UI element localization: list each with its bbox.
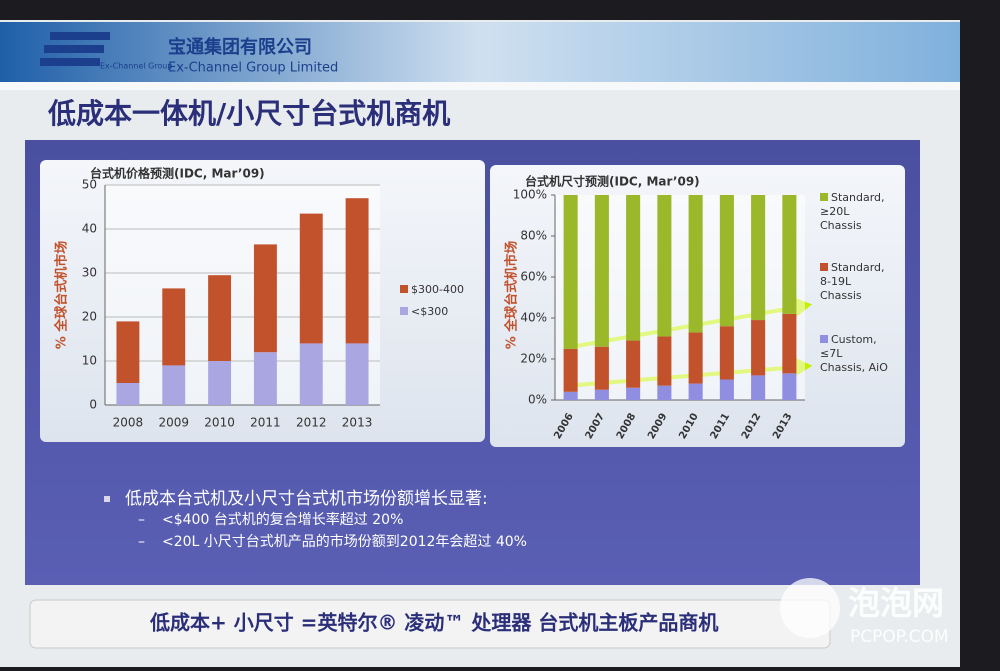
y-tick-label: 40%	[520, 311, 547, 325]
legend-entry: $300-400	[400, 283, 480, 297]
bullet-dash: –	[138, 534, 145, 550]
legend-swatch	[820, 193, 828, 201]
bar	[563, 391, 578, 400]
company-en: Ex-Channel Group Limited	[168, 61, 338, 76]
bar	[299, 343, 323, 405]
x-tick-label: 2013	[342, 416, 373, 430]
legend-entry: <$300	[400, 305, 480, 319]
legend-label: $300-400	[411, 283, 464, 296]
bar	[626, 340, 641, 388]
bar	[345, 198, 369, 344]
legend-label: Custom, ≤7L Chassis, AiO	[820, 333, 888, 374]
x-tick-label: 2009	[158, 416, 189, 430]
bar	[626, 387, 641, 400]
watermark-cn: 泡泡网	[848, 584, 944, 622]
legend-entry: Standard, 8-19L Chassis	[820, 261, 890, 303]
x-tick-label: 2010	[204, 416, 235, 430]
bar	[782, 373, 797, 400]
slide-title: 低成本一体机/小尺寸台式机商机	[47, 97, 450, 130]
bar	[719, 379, 734, 400]
y-tick-label: 50	[82, 178, 97, 192]
bar	[751, 375, 766, 400]
bar	[162, 365, 186, 405]
x-tick-label: 2011	[250, 416, 281, 430]
y-tick-label: 0	[89, 398, 97, 412]
watermark-logo	[780, 578, 840, 638]
bar	[688, 195, 703, 333]
bullet-sub: <$400 台式机的复合增长率超过 20%	[162, 511, 403, 528]
y-tick-label: 80%	[520, 229, 547, 243]
x-tick-label: 2012	[296, 416, 327, 430]
bar	[688, 332, 703, 384]
bar	[688, 383, 703, 400]
legend-swatch	[400, 307, 408, 315]
legend-swatch	[820, 263, 828, 271]
bar	[594, 389, 609, 400]
bullet-marker	[104, 496, 110, 502]
legend-swatch	[820, 335, 828, 343]
header-band	[0, 22, 960, 82]
bar	[299, 213, 323, 344]
header-divider	[0, 82, 960, 90]
bar	[751, 320, 766, 376]
bar	[657, 385, 672, 400]
watermark-en: PCPOP.COM	[850, 627, 949, 647]
y-tick-label: 10	[82, 354, 97, 368]
bar	[208, 361, 232, 405]
bar	[719, 326, 734, 380]
legend-entry: Custom, ≤7L Chassis, AiO	[820, 333, 890, 375]
bar	[208, 275, 232, 361]
plot-area	[555, 195, 805, 400]
chart-title: 台式机价格预测(IDC, Mar’09)	[90, 166, 265, 181]
company-cn: 宝通集团有限公司	[168, 36, 312, 58]
y-tick-label: 40	[82, 222, 97, 236]
bar	[719, 195, 734, 327]
bullet-dash: –	[138, 512, 145, 528]
y-tick-label: 30	[82, 266, 97, 280]
legend-label: Standard, 8-19L Chassis	[820, 261, 885, 302]
bar	[782, 195, 797, 314]
y-tick-label: 60%	[520, 270, 547, 284]
y-axis-label: % 全球台式机市场	[504, 241, 520, 350]
y-axis-label: % 全球台式机市场	[54, 241, 70, 350]
logo-mark	[40, 32, 110, 66]
bar	[657, 336, 672, 386]
bar	[253, 244, 277, 353]
plot-area	[105, 185, 380, 405]
legend-entry: Standard, ≥20L Chassis	[820, 191, 890, 233]
bar	[116, 321, 140, 383]
bar	[751, 195, 766, 321]
bar	[563, 348, 578, 392]
bar	[116, 383, 140, 405]
footer-text: 低成本+ 小尺寸 =英特尔® 凌动™ 处理器 台式机主板产品商机	[149, 611, 718, 635]
y-tick-label: 0%	[528, 393, 547, 407]
legend-swatch	[400, 285, 408, 293]
bar	[563, 195, 578, 349]
bullet-main: 低成本台式机及小尺寸台式机市场份额增长显著:	[125, 489, 488, 509]
bar	[657, 195, 672, 337]
legend-label: <$300	[411, 305, 449, 318]
y-tick-label: 20	[82, 310, 97, 324]
bar	[345, 343, 369, 405]
bar	[782, 313, 797, 374]
bar	[594, 195, 609, 347]
bar	[253, 352, 277, 405]
y-tick-label: 100%	[513, 188, 547, 202]
chart-title: 台式机尺寸预测(IDC, Mar’09)	[525, 174, 700, 189]
y-tick-label: 20%	[520, 352, 547, 366]
bar	[626, 195, 641, 341]
legend-label: Standard, ≥20L Chassis	[820, 191, 885, 232]
logo-text: Ex-Channel Group	[100, 62, 172, 71]
x-tick-label: 2008	[113, 416, 144, 430]
bar	[594, 346, 609, 390]
bullet-sub: <20L 小尺寸台式机产品的市场份额到2012年会超过 40%	[162, 533, 527, 550]
bar	[162, 288, 186, 366]
